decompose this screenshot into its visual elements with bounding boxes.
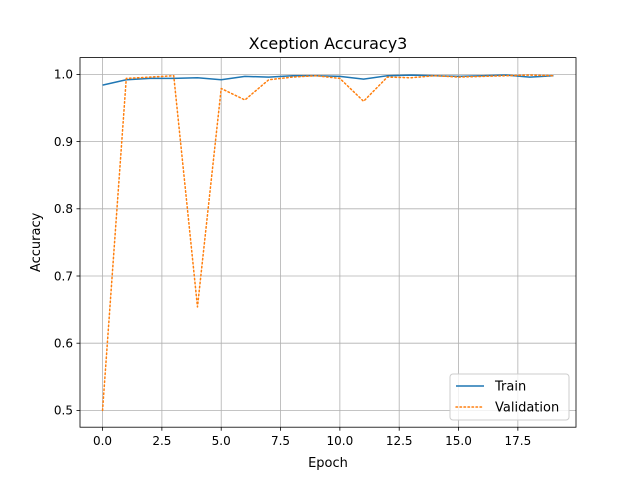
x-tick-label: 2.5 bbox=[152, 434, 171, 448]
legend-label-validation: Validation bbox=[495, 401, 559, 416]
axis-ticks: 0.0 2.5 5.0 7.5 10.0 12.5 15.0 17.5 0.5 0.6 0.7 0.8… bbox=[54, 68, 531, 449]
series-layer bbox=[101, 74, 555, 412]
x-tick-label: 15.0 bbox=[445, 434, 472, 448]
y-tick-label: 0.7 bbox=[54, 269, 73, 283]
legend-label-train: Train bbox=[494, 380, 526, 395]
plot-area bbox=[80, 57, 576, 428]
y-tick-label: 1.0 bbox=[54, 68, 73, 82]
x-tick-label: 10.0 bbox=[327, 434, 354, 448]
y-tick-label: 0.6 bbox=[54, 337, 73, 351]
legend: Train Validation bbox=[449, 373, 570, 421]
x-tick-label: 5.0 bbox=[212, 434, 231, 448]
x-tick-label: 12.5 bbox=[386, 434, 413, 448]
x-axis-label: Epoch bbox=[308, 456, 348, 471]
series-line-validation bbox=[101, 74, 555, 412]
y-axis-label: Accuracy bbox=[29, 212, 44, 272]
x-tick-label: 7.5 bbox=[271, 434, 290, 448]
x-tick-label: 17.5 bbox=[504, 434, 531, 448]
grid bbox=[80, 57, 576, 428]
series-line-train bbox=[102, 74, 554, 86]
plot-frame bbox=[79, 57, 577, 428]
chart-title: Xception Accuracy3 bbox=[249, 34, 408, 53]
x-tick-label: 0.0 bbox=[93, 434, 112, 448]
y-tick-label: 0.5 bbox=[54, 404, 73, 418]
y-tick-label: 0.9 bbox=[54, 135, 73, 149]
y-tick-label: 0.8 bbox=[54, 202, 73, 216]
